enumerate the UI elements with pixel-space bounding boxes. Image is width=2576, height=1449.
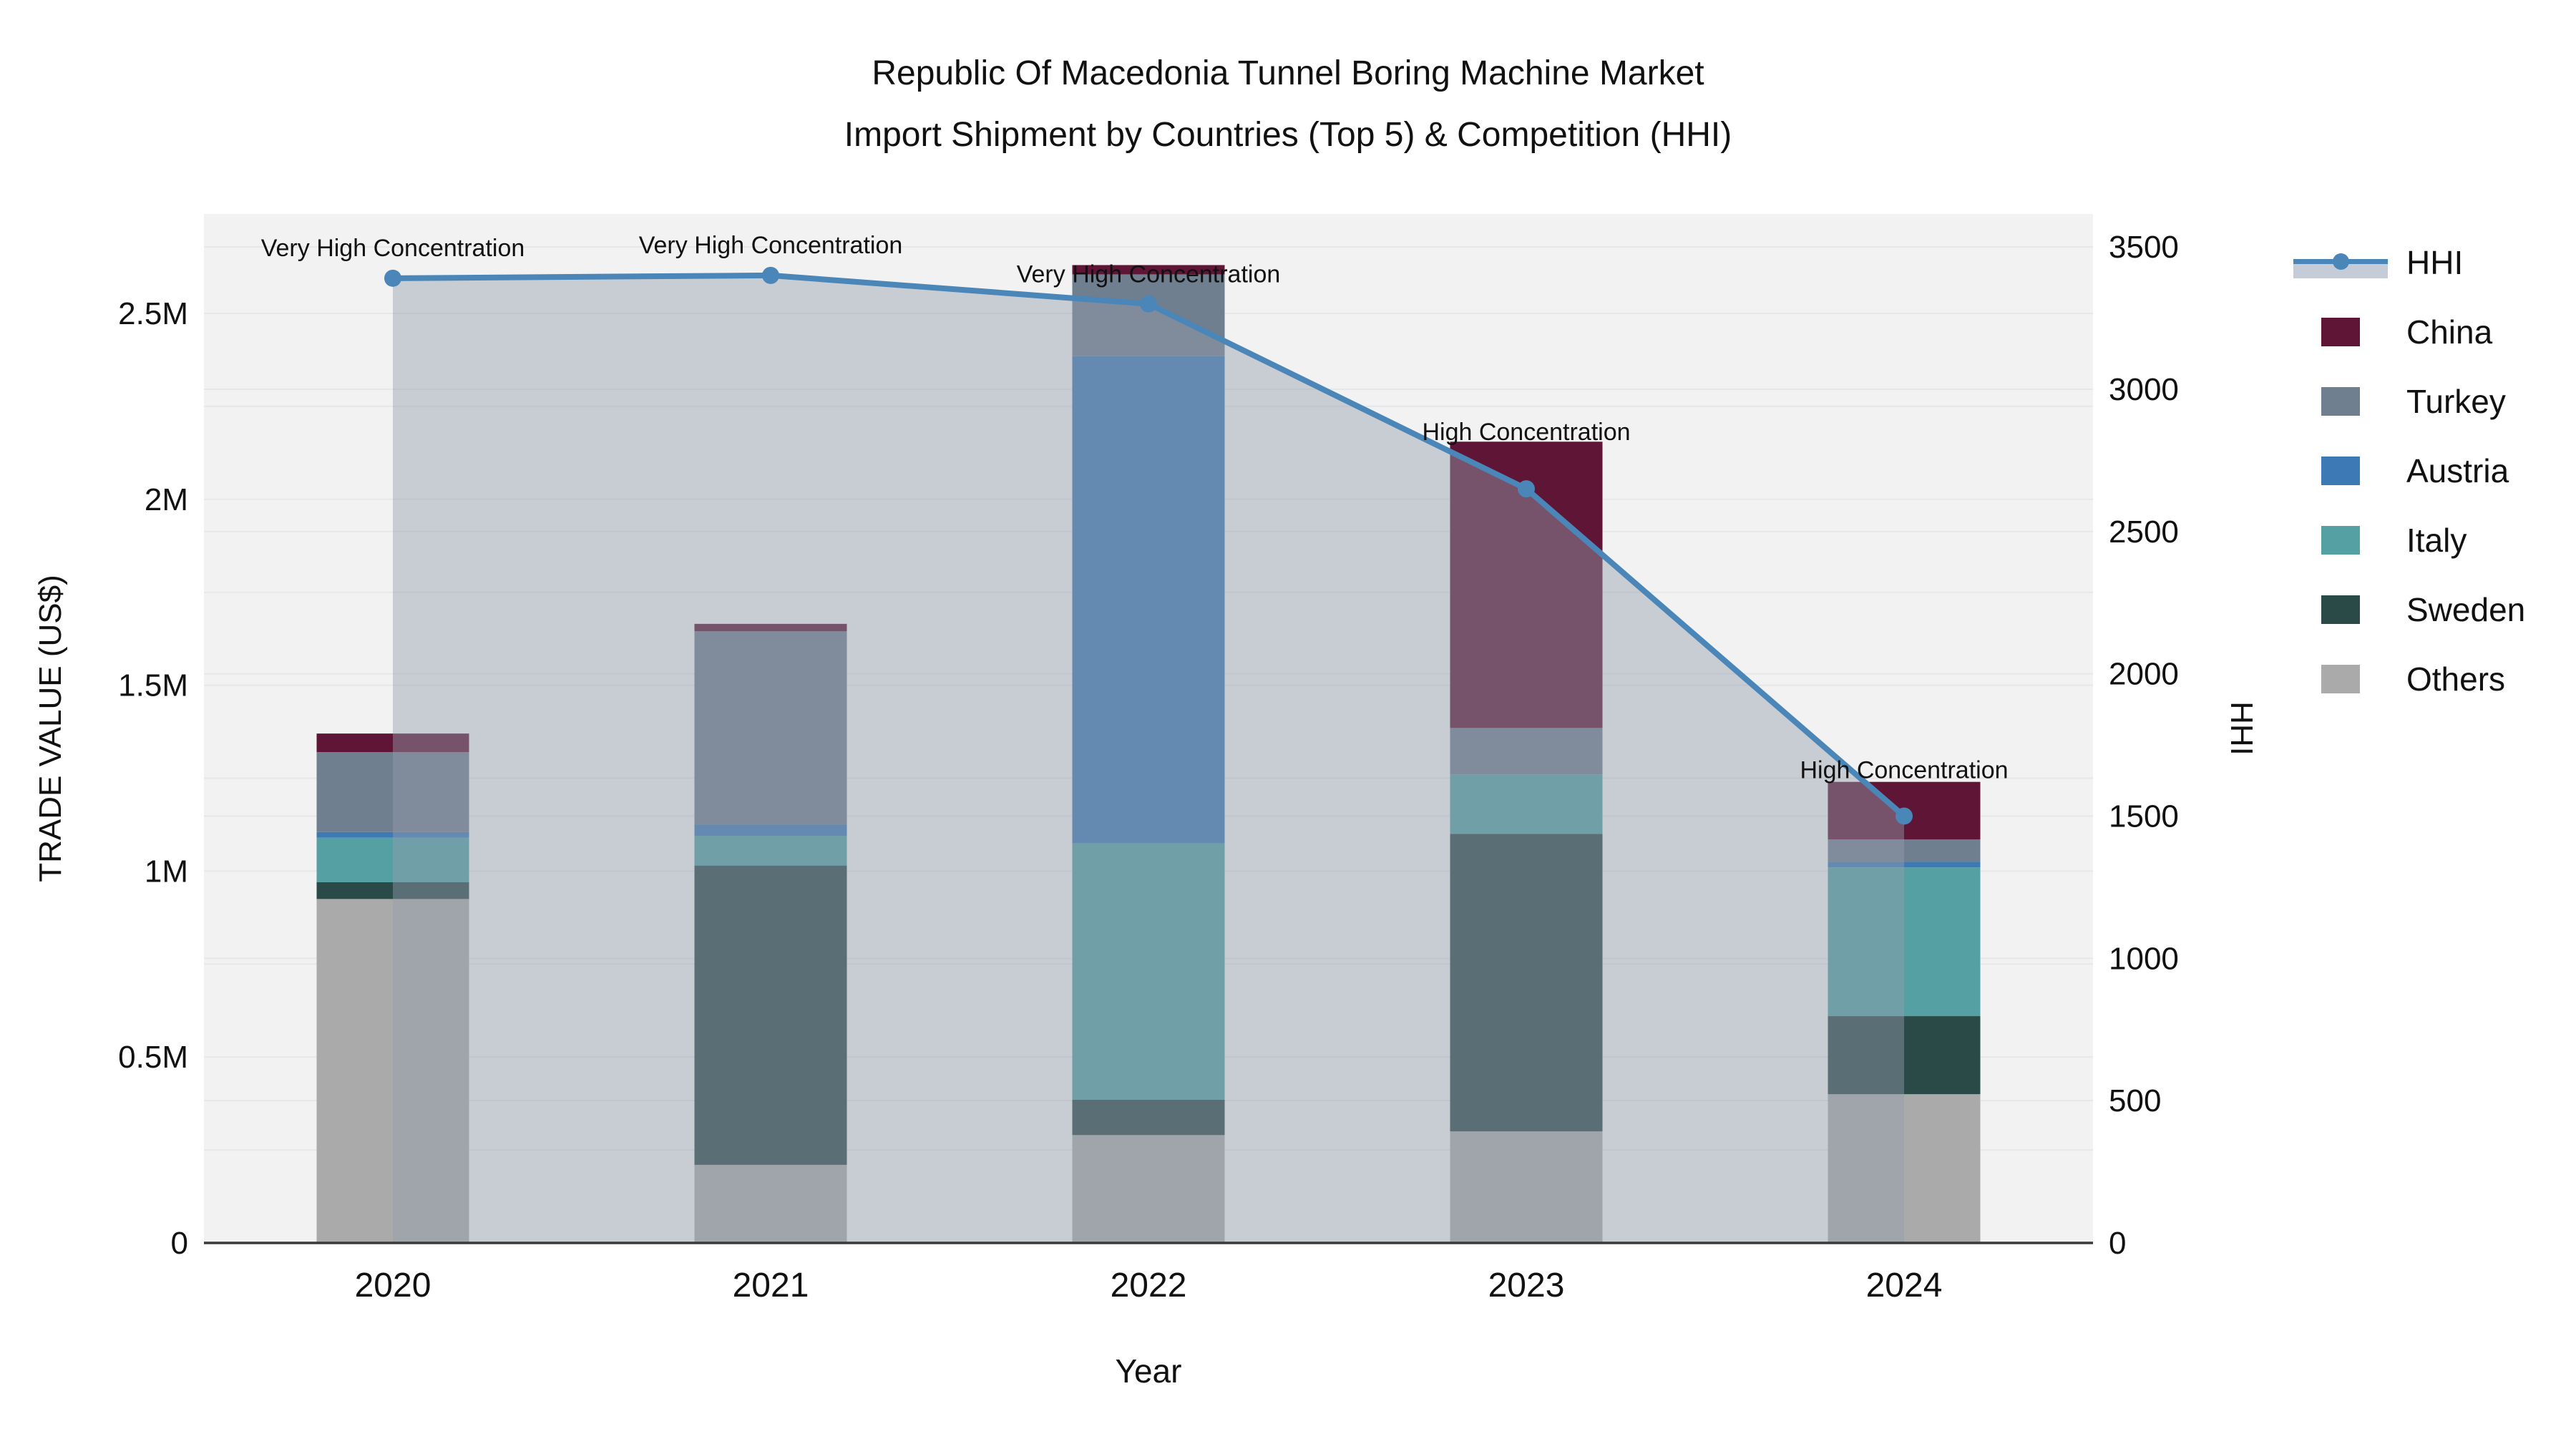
legend-item-others[interactable]: Others — [2293, 644, 2525, 713]
italy-color-swatch-icon — [2293, 523, 2388, 557]
chart-title-line2: Import Shipment by Countries (Top 5) & C… — [844, 116, 1732, 154]
bar-segment-turkey-2024[interactable] — [1828, 839, 1981, 862]
bar-segment-italy-2020[interactable] — [316, 837, 469, 882]
bar-segment-sweden-2023[interactable] — [1450, 834, 1603, 1132]
bar-segment-china-2020[interactable] — [316, 733, 469, 753]
bar-segment-others-2022[interactable] — [1072, 1135, 1225, 1243]
hhi-marker-2023[interactable] — [1518, 480, 1535, 498]
y-left-tick: 0 — [171, 1226, 188, 1261]
hhi-marker-2022[interactable] — [1140, 295, 1157, 313]
color-swatch — [2321, 386, 2360, 416]
y-right-tick: 3000 — [2109, 372, 2179, 407]
y-left-tick: 2.5M — [118, 296, 188, 331]
y-right-tick: 2500 — [2109, 514, 2179, 550]
y-right-tick: 3500 — [2109, 230, 2179, 265]
y-right-tick: 1000 — [2109, 941, 2179, 976]
annotation-2020: Very High Concentration — [261, 235, 525, 262]
y-right-tick: 2000 — [2109, 657, 2179, 692]
x-tick-2022: 2022 — [1111, 1267, 1187, 1304]
color-swatch — [2321, 595, 2360, 624]
y-left-tick: 1.5M — [118, 668, 188, 703]
bar-segment-turkey-2020[interactable] — [316, 752, 469, 832]
bar-segment-china-2022[interactable] — [1072, 265, 1225, 275]
y-left-axis-title: TRADE VALUE (US$) — [33, 575, 68, 882]
x-axis-title: Year — [1116, 1352, 1182, 1390]
legend-label: Others — [2406, 660, 2506, 698]
china-color-swatch-icon — [2293, 315, 2388, 349]
annotation-2023: High Concentration — [1422, 419, 1630, 446]
legend-label: Sweden — [2406, 590, 2526, 628]
legend-item-turkey[interactable]: Turkey — [2293, 366, 2525, 436]
annotation-2021: Very High Concentration — [639, 232, 903, 259]
bar-segment-austria-2024[interactable] — [1828, 862, 1981, 868]
y-left-tick: 0.5M — [118, 1040, 188, 1075]
y-left-tick: 2M — [145, 482, 188, 517]
legend-item-china[interactable]: China — [2293, 297, 2525, 366]
legend-label: China — [2406, 313, 2493, 351]
annotation-2022: Very High Concentration — [1017, 261, 1281, 288]
bar-segment-others-2021[interactable] — [694, 1164, 847, 1243]
hhi-marker-2020[interactable] — [384, 269, 401, 287]
bars-group — [316, 265, 1981, 1243]
hhi-marker-2021[interactable] — [762, 266, 779, 284]
legend-item-hhi[interactable]: HHI — [2293, 228, 2525, 297]
y-right-axis-title: HHI — [2224, 701, 2259, 756]
legend-label: HHI — [2406, 243, 2464, 281]
x-tick-2021: 2021 — [733, 1267, 809, 1304]
y-right-tick: 500 — [2109, 1083, 2161, 1118]
austria-color-swatch-icon — [2293, 454, 2388, 488]
color-swatch — [2321, 317, 2360, 346]
legend-label: Italy — [2406, 521, 2467, 559]
legend-label: Austria — [2406, 452, 2509, 489]
legend-label: Turkey — [2406, 382, 2506, 420]
color-swatch — [2321, 664, 2360, 693]
bar-segment-turkey-2022[interactable] — [1072, 274, 1225, 356]
hhi-marker-2024[interactable] — [1896, 807, 1913, 825]
annotation-2024: High Concentration — [1800, 756, 2008, 784]
chart-legend: HHI China Turkey Austria Italy Sweden Others — [2293, 228, 2525, 713]
hhi-line-legend-icon — [2293, 245, 2388, 280]
chart-title-line1: Republic Of Macedonia Tunnel Boring Mach… — [872, 54, 1704, 92]
bar-segment-sweden-2020[interactable] — [316, 882, 469, 899]
bar-segment-turkey-2023[interactable] — [1450, 728, 1603, 775]
hhi-marker-swatch — [2333, 253, 2349, 270]
bar-segment-sweden-2022[interactable] — [1072, 1099, 1225, 1136]
bar-segment-sweden-2021[interactable] — [694, 865, 847, 1165]
bar-segment-sweden-2024[interactable] — [1828, 1016, 1981, 1095]
bar-segment-italy-2022[interactable] — [1072, 843, 1225, 1100]
color-swatch — [2321, 456, 2360, 485]
bar-segment-italy-2023[interactable] — [1450, 774, 1603, 834]
hhi-area-fill — [393, 275, 1904, 1244]
legend-item-italy[interactable]: Italy — [2293, 505, 2525, 575]
color-swatch — [2321, 525, 2360, 555]
bar-segment-turkey-2021[interactable] — [694, 631, 847, 825]
sweden-color-swatch-icon — [2293, 592, 2388, 627]
bar-segment-italy-2024[interactable] — [1828, 867, 1981, 1017]
legend-item-sweden[interactable]: Sweden — [2293, 575, 2525, 644]
turkey-color-swatch-icon — [2293, 384, 2388, 419]
bar-segment-others-2020[interactable] — [316, 899, 469, 1243]
y-left-tick: 1M — [145, 854, 188, 889]
bar-segment-austria-2020[interactable] — [316, 831, 469, 838]
x-tick-2023: 2023 — [1488, 1267, 1565, 1304]
y-right-tick: 1500 — [2109, 799, 2179, 834]
x-tick-2024: 2024 — [1866, 1267, 1943, 1304]
x-tick-2020: 2020 — [355, 1267, 431, 1304]
chart-title: Republic Of Macedonia Tunnel Boring Mach… — [0, 43, 2576, 166]
y-right-tick: 0 — [2109, 1226, 2126, 1261]
bar-segment-italy-2021[interactable] — [694, 836, 847, 866]
bar-segment-austria-2022[interactable] — [1072, 356, 1225, 844]
legend-item-austria[interactable]: Austria — [2293, 436, 2525, 505]
others-color-swatch-icon — [2293, 662, 2388, 696]
bar-segment-others-2023[interactable] — [1450, 1131, 1603, 1243]
bar-segment-china-2021[interactable] — [694, 623, 847, 632]
bar-segment-austria-2021[interactable] — [694, 824, 847, 836]
bar-segment-others-2024[interactable] — [1828, 1094, 1981, 1243]
